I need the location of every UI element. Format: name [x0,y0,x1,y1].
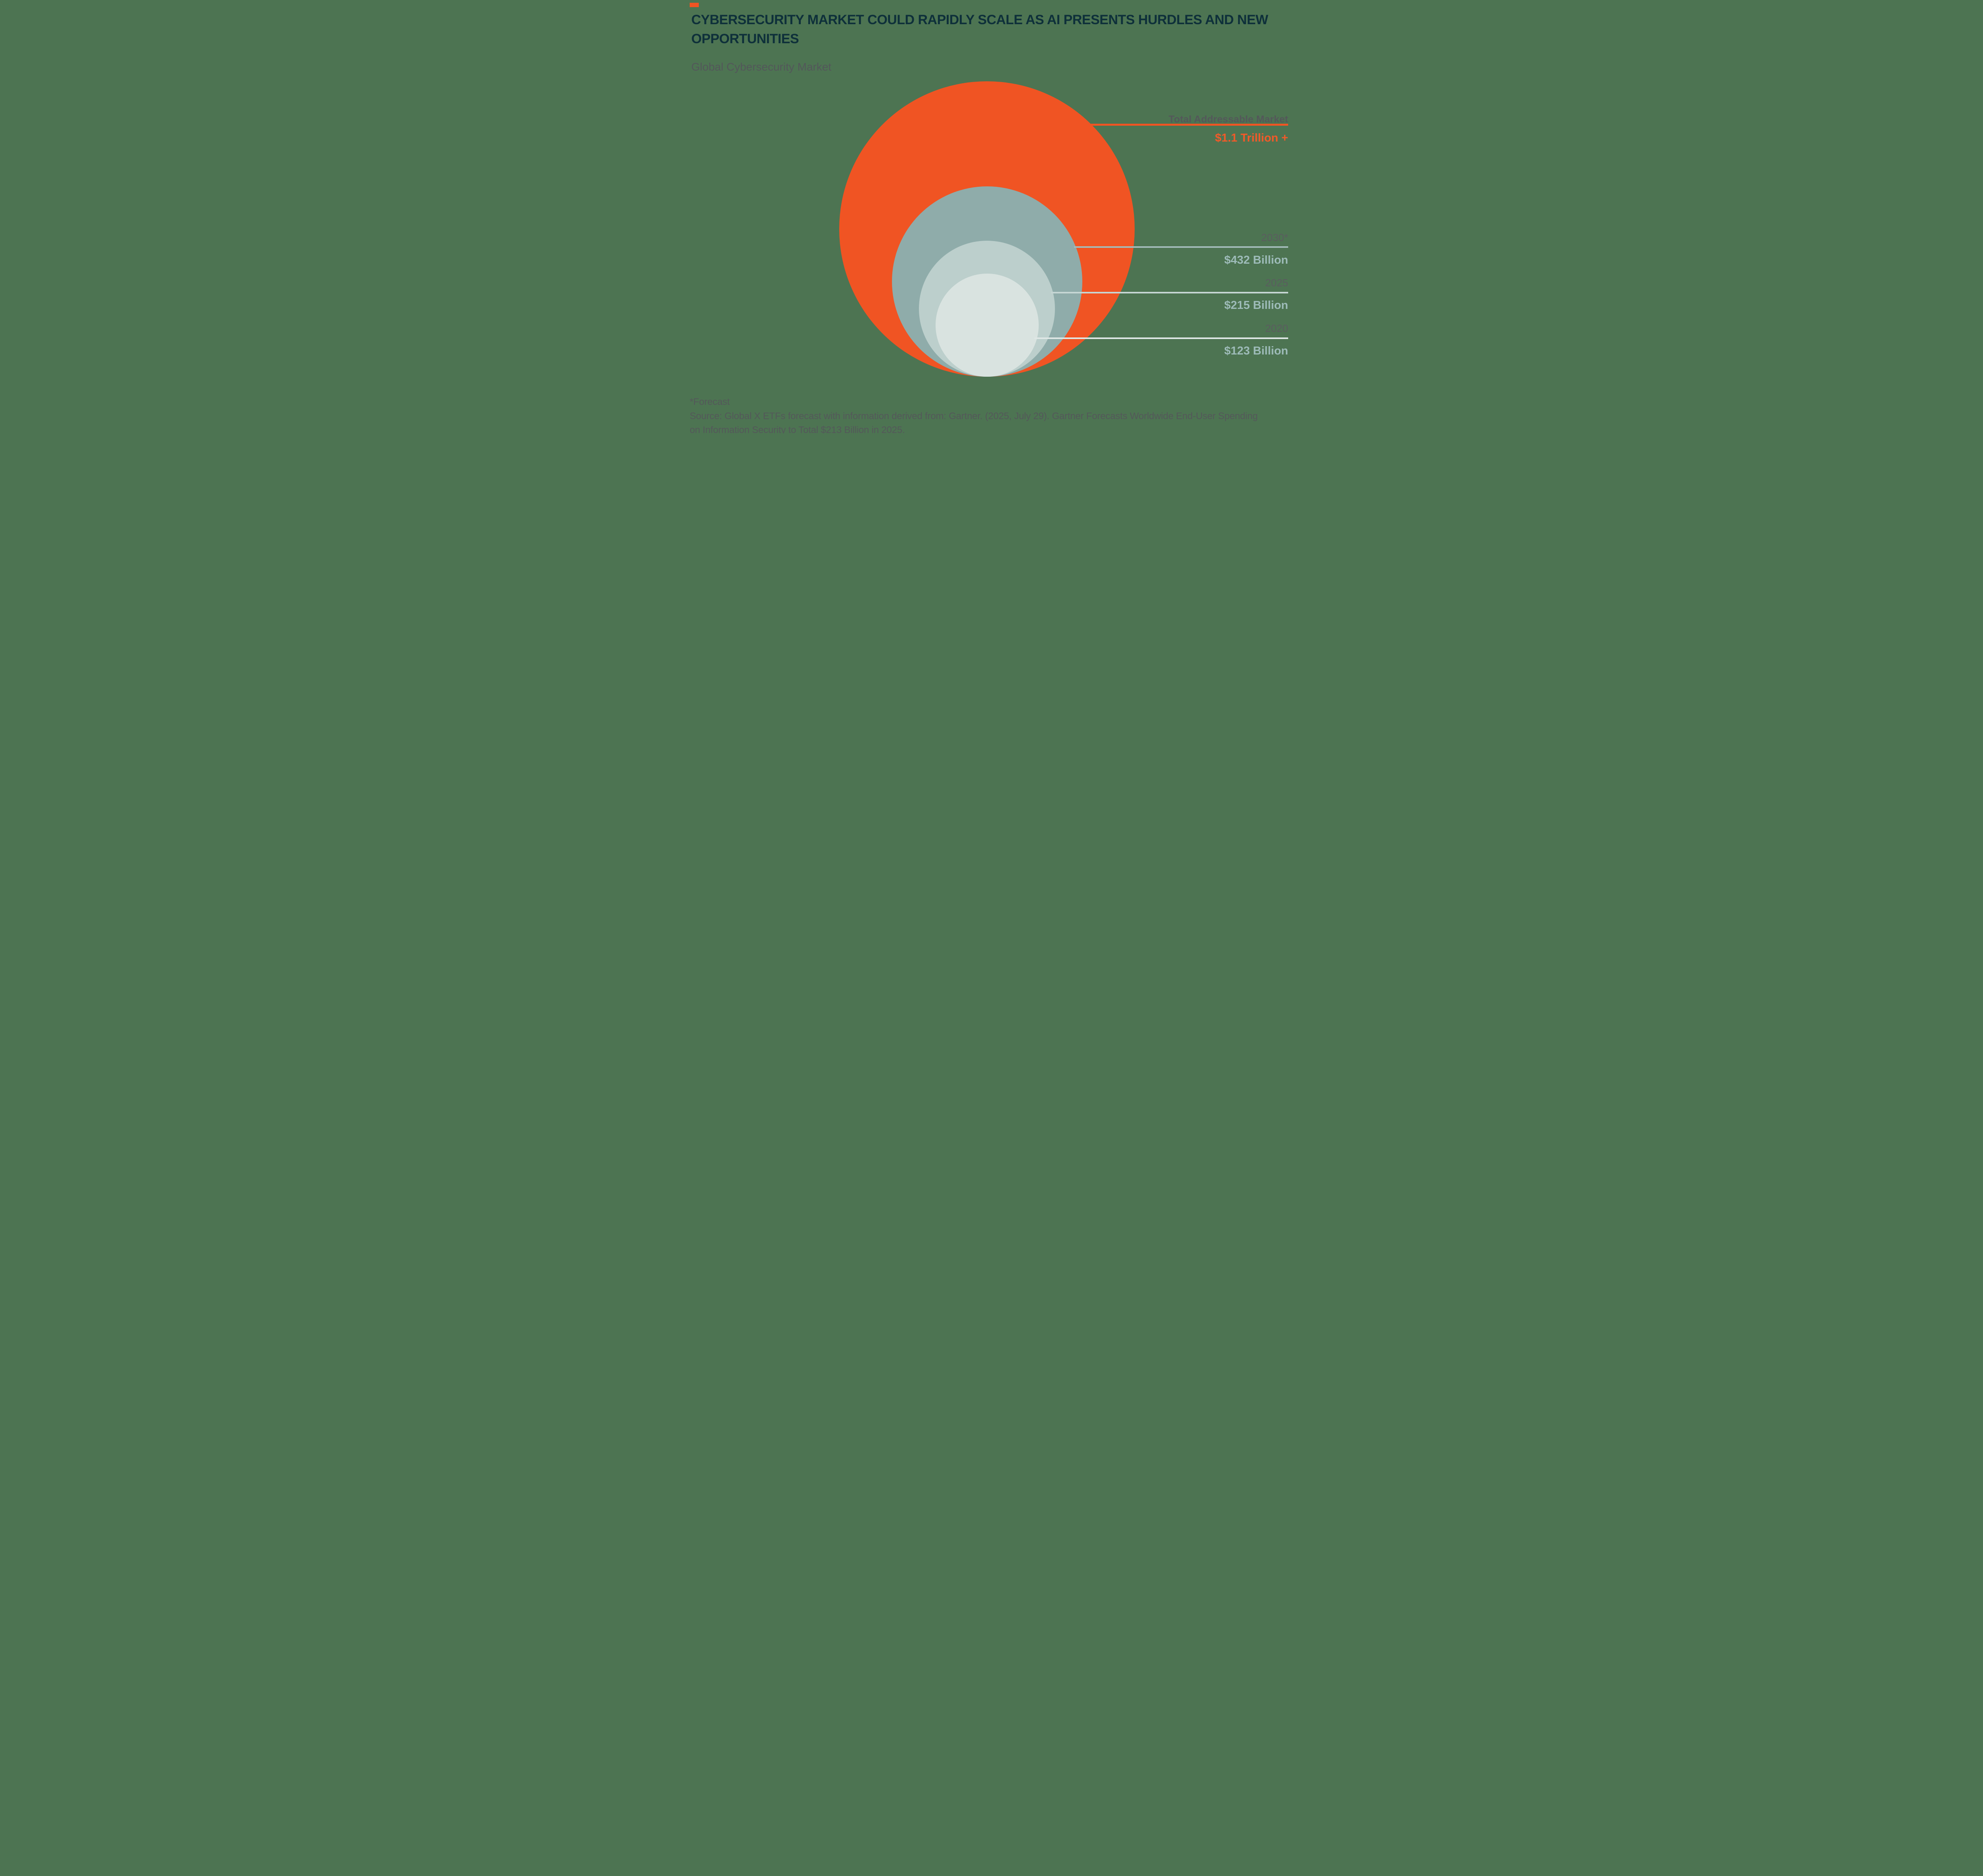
forecast-footnote: *Forecast [690,397,730,407]
leader-line-2020 [1034,337,1288,339]
callout-label-total-addressable-market: Total Addressable Market [1168,114,1288,125]
callout-value-2030: $432 Billion [1224,254,1288,266]
title-line-2: OPPORTUNITIES [691,31,799,46]
leader-line-total-addressable-market [1089,124,1288,126]
callout-value-2025: $215 Billion [1224,299,1288,312]
callout-value-2020: $123 Billion [1224,345,1288,357]
leader-line-2030 [1074,246,1288,248]
title-line-1: CYBERSECURITY MARKET COULD RAPIDLY SCALE… [691,12,1268,27]
callout-label-2030: 2030* [1261,232,1288,243]
leader-line-2025 [1051,292,1288,293]
accent-marker [690,3,699,7]
page-title: CYBERSECURITY MARKET COULD RAPIDLY SCALE… [691,10,1268,48]
callout-label-2020: 2020 [1265,322,1288,334]
source-line-2: on Information Security to Total $213 Bi… [690,425,905,433]
circle-2020 [936,274,1039,377]
chart-subtitle: Global Cybersecurity Market [691,61,832,73]
infographic-canvas: CYBERSECURITY MARKET COULD RAPIDLY SCALE… [686,0,1297,433]
callout-value-total-addressable-market: $1.1 Trillion + [1215,132,1288,144]
source-line-1: Source: Global X ETFs forecast with info… [690,411,1258,422]
callout-label-2025: 2025 [1265,277,1288,289]
